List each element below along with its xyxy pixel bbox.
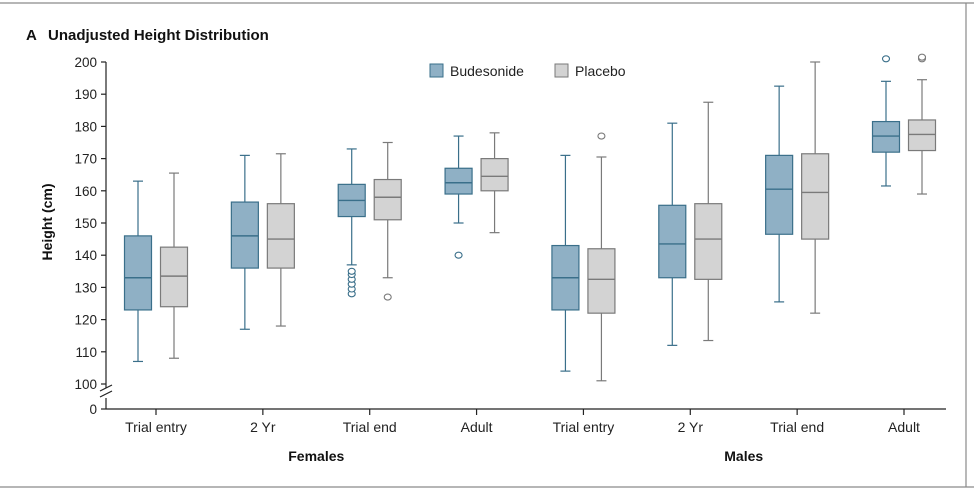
box-placebo-7 [801, 61, 830, 314]
box-placebo-2 [266, 153, 295, 327]
y-axis-label: Height (cm) [39, 184, 55, 261]
legend-swatch-placebo [554, 63, 569, 78]
box-iqr [480, 158, 509, 192]
y-tick-label-0: 0 [89, 402, 97, 417]
box-iqr [123, 235, 153, 311]
box-iqr [907, 119, 937, 152]
y-tick-label-100: 100 [74, 377, 97, 392]
legend: Budesonide Placebo [429, 63, 626, 79]
legend-label-placebo: Placebo [575, 63, 626, 79]
box-budesonide-1 [123, 180, 153, 363]
y-tick-label-160: 160 [74, 184, 97, 199]
x-tick-labels: Trial entry 2 Yr Trial end Adult Trial entry… [125, 419, 920, 435]
y-axis-break-mark [99, 390, 113, 398]
y-tick-label-170: 170 [74, 152, 97, 167]
box-iqr [159, 246, 189, 308]
box-iqr [230, 201, 259, 269]
x-tick-label-trial-end: Trial end [770, 419, 824, 435]
box-placebo-4 [480, 132, 509, 234]
box-placebo-6 [694, 101, 723, 342]
box-iqr [694, 203, 723, 280]
box-budesonide-5 [551, 154, 580, 372]
box-budesonide-3 [337, 148, 366, 298]
box-placebo-1 [159, 172, 189, 359]
x-tick-label-adult: Adult [461, 419, 493, 435]
box-iqr [373, 178, 402, 221]
box-budesonide-6 [658, 122, 687, 346]
outlier-point [383, 293, 392, 301]
axes: 100 110 120 130 140 150 160 170 180 190 200 0 [74, 55, 946, 417]
box-marks [123, 53, 937, 382]
box-budesonide-7 [765, 85, 794, 303]
chart-title: Unadjusted Height Distribution [48, 27, 269, 44]
y-tick-label-200: 200 [74, 55, 97, 70]
outlier-point [917, 53, 927, 61]
x-tick-label-trial-entry: Trial entry [553, 419, 615, 435]
y-tick-label-180: 180 [74, 119, 97, 134]
x-tick-label-trial-end: Trial end [343, 419, 397, 435]
box-iqr [587, 248, 616, 314]
x-tick-label-trial-entry: Trial entry [125, 419, 187, 435]
box-iqr [801, 153, 830, 240]
box-budesonide-4 [444, 135, 473, 259]
box-iqr [658, 204, 687, 279]
group-label-females: Females [288, 448, 344, 464]
y-tick-label-140: 140 [74, 248, 97, 263]
y-tick-label-150: 150 [74, 216, 97, 231]
box-iqr [765, 154, 794, 235]
box-budesonide-8 [871, 55, 901, 187]
x-tick-label-2-yr: 2 Yr [678, 419, 704, 435]
box-budesonide-2 [230, 154, 259, 330]
y-tick-label-120: 120 [74, 313, 97, 328]
box-iqr [444, 167, 473, 195]
panel-letter: A [26, 27, 37, 44]
group-label-males: Males [724, 448, 763, 464]
y-axis-break-mark [99, 384, 113, 392]
legend-label-budesonide: Budesonide [450, 63, 524, 79]
x-tick-label-2-yr: 2 Yr [250, 419, 276, 435]
box-placebo-3 [373, 141, 402, 301]
legend-swatch-budesonide [429, 63, 444, 78]
y-tick-label-130: 130 [74, 280, 97, 295]
box-iqr [871, 120, 901, 153]
box-placebo-5 [587, 132, 616, 382]
outlier-point [347, 267, 356, 275]
y-tick-label-190: 190 [74, 87, 97, 102]
y-tick-label-110: 110 [75, 345, 97, 360]
x-tick-label-adult: Adult [888, 419, 920, 435]
outlier-point [454, 251, 463, 259]
outlier-point [597, 132, 606, 140]
outlier-point [881, 55, 891, 63]
box-placebo-8 [907, 53, 937, 195]
box-iqr [266, 203, 295, 269]
